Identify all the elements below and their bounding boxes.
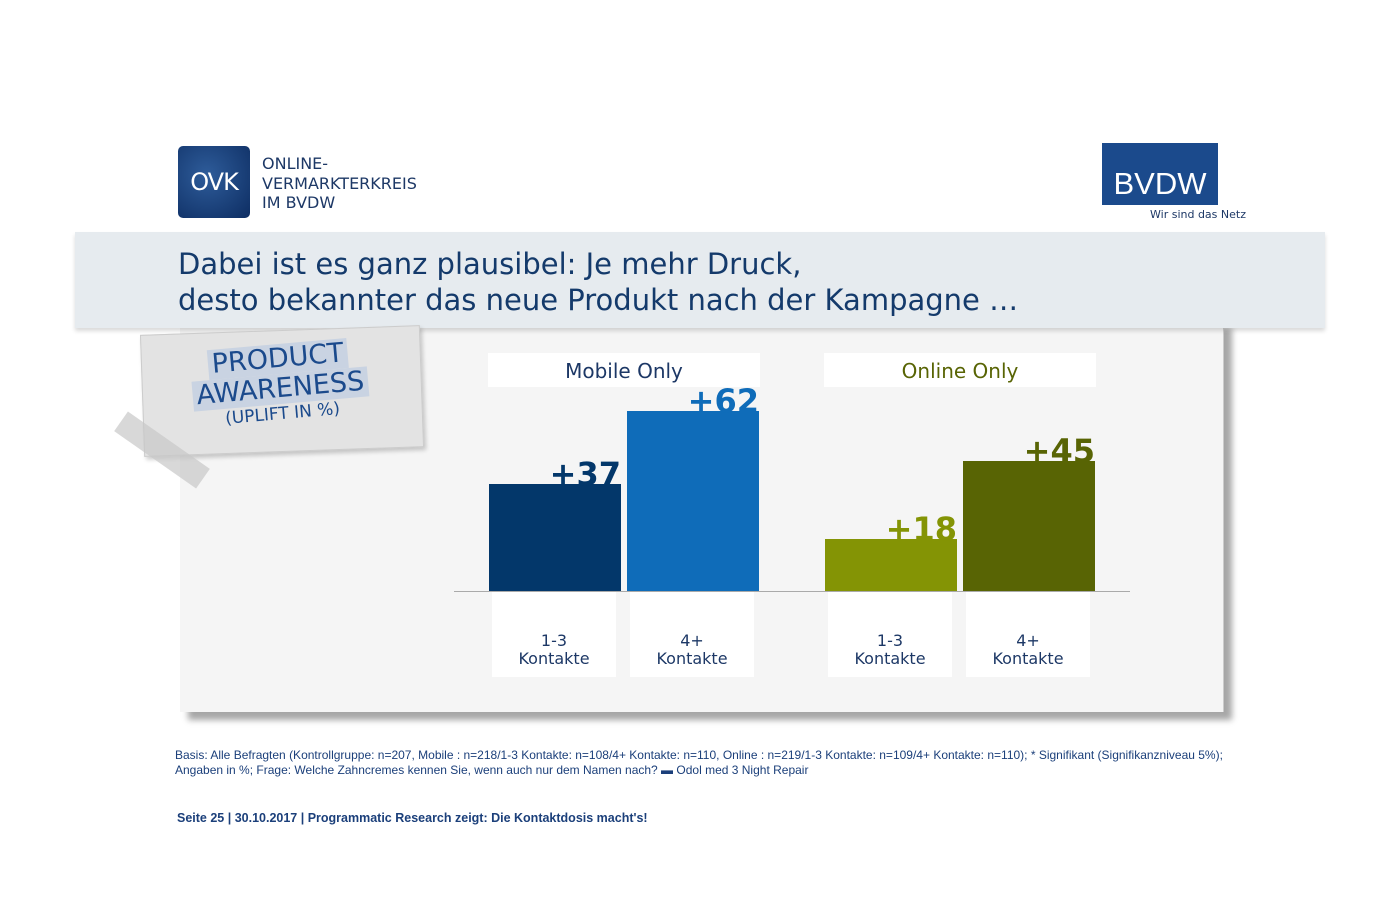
category-label-line: 1-3 [876,631,904,650]
category-label-line: Kontakte [518,649,590,668]
bar [963,460,1095,591]
data-label: +37 [549,454,621,493]
ovk-line: ONLINE- [262,154,329,173]
category-label-line: 1-3 [540,631,568,650]
category-label: 1-3 Kontakte [492,592,616,677]
title-line-2: desto bekannter das neue Produkt nach de… [178,283,1019,317]
category-label-line: Kontakte [656,649,728,668]
baseline-online [794,591,1130,592]
baseline-mobile [454,591,794,592]
ovk-logo: OVK [178,146,250,218]
category-label: 4+ Kontakte [966,592,1090,677]
group-title: Mobile Only [488,353,760,387]
category-label-line: 4+ [1016,631,1040,650]
category-label: 1-3 Kontakte [828,592,952,677]
category-label: 4+ Kontakte [630,592,754,677]
ovk-wordmark: ONLINE- VERMARKTERKREIS IM BVDW [262,154,417,213]
title-line-1: Dabei ist es ganz plausibel: Je mehr Dru… [178,247,802,281]
product-awareness-label: PRODUCT AWARENESS (UPLIFT IN %) [182,336,378,432]
bar [825,538,957,591]
data-label: +18 [885,509,957,548]
ovk-line: IM BVDW [262,193,336,212]
category-label-line: Kontakte [992,649,1064,668]
category-label-line: 4+ [680,631,704,650]
bvdw-tagline: Wir sind das Netz [1150,208,1246,221]
basis-footnote: Basis: Alle Befragten (Kontrollgruppe: n… [175,748,1223,777]
bar [627,411,759,591]
data-label: +62 [687,382,759,421]
page-footer: Seite 25 | 30.10.2017 | Programmatic Res… [177,811,648,825]
category-label-line: Kontakte [854,649,926,668]
group-title: Online Only [824,353,1096,387]
page-title: Dabei ist es ganz plausibel: Je mehr Dru… [178,246,1018,318]
bvdw-logo: BVDW [1102,143,1218,205]
ovk-line: VERMARKTERKREIS [262,173,417,193]
data-label: +45 [1023,431,1095,470]
bar [489,483,621,591]
headline-band [75,232,1325,328]
